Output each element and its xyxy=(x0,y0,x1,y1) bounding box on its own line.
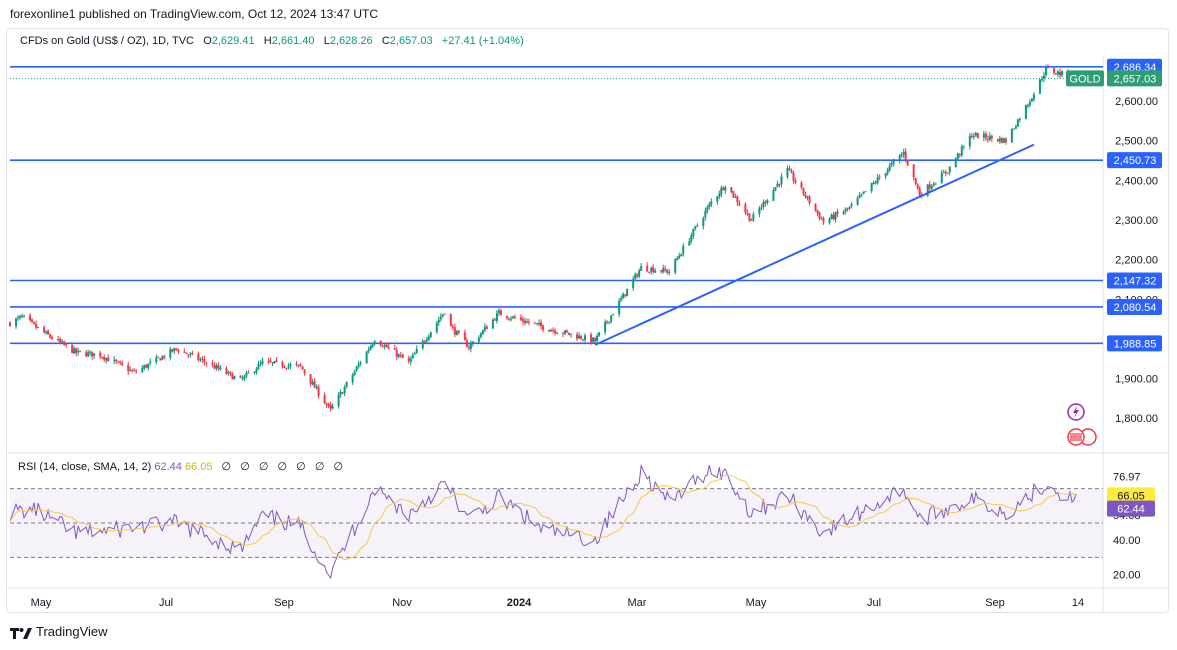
open-label: O xyxy=(203,35,212,47)
placeholder-icon: ∅ xyxy=(333,461,344,473)
open-value: 2,629.41 xyxy=(211,35,255,47)
high-value: 2,661.40 xyxy=(271,35,315,47)
placeholder-icon: ∅ xyxy=(277,461,288,473)
symbol-legend: CFDs on Gold (US$ / OZ), 1D, TVC O2,629.… xyxy=(20,35,524,47)
low-label: L xyxy=(323,35,330,47)
tradingview-logo-icon xyxy=(10,627,32,639)
placeholder-icon: ∅ xyxy=(314,461,325,473)
chart-frame xyxy=(6,28,1169,613)
placeholder-icon: ∅ xyxy=(258,461,269,473)
placeholder-icon: ∅ xyxy=(221,461,232,473)
placeholder-icon: ∅ xyxy=(240,461,250,473)
low-value: 2,628.26 xyxy=(329,35,373,47)
publish-info: forexonline1 published on TradingView.co… xyxy=(10,7,379,21)
high-label: H xyxy=(263,35,272,47)
rsi-legend-value: 62.44 xyxy=(154,461,182,473)
symbol-name: CFDs on Gold (US$ / OZ), 1D, TVC xyxy=(20,35,195,47)
rsi-legend-sma: 66.05 xyxy=(184,461,213,473)
rsi-label: RSI (14, close, SMA, 14, 2) xyxy=(18,461,152,473)
tradingview-footer: TradingView xyxy=(10,624,108,639)
close-value: 2,657.03 xyxy=(389,35,433,47)
placeholder-icon: ∅ xyxy=(296,461,306,473)
close-label: C xyxy=(381,35,390,47)
rsi-legend: RSI (14, close, SMA, 14, 2) 62.44 66.05 … xyxy=(18,460,343,473)
change-value: +27.41 (+1.04%) xyxy=(441,35,524,47)
tradingview-brand: TradingView xyxy=(36,624,108,639)
